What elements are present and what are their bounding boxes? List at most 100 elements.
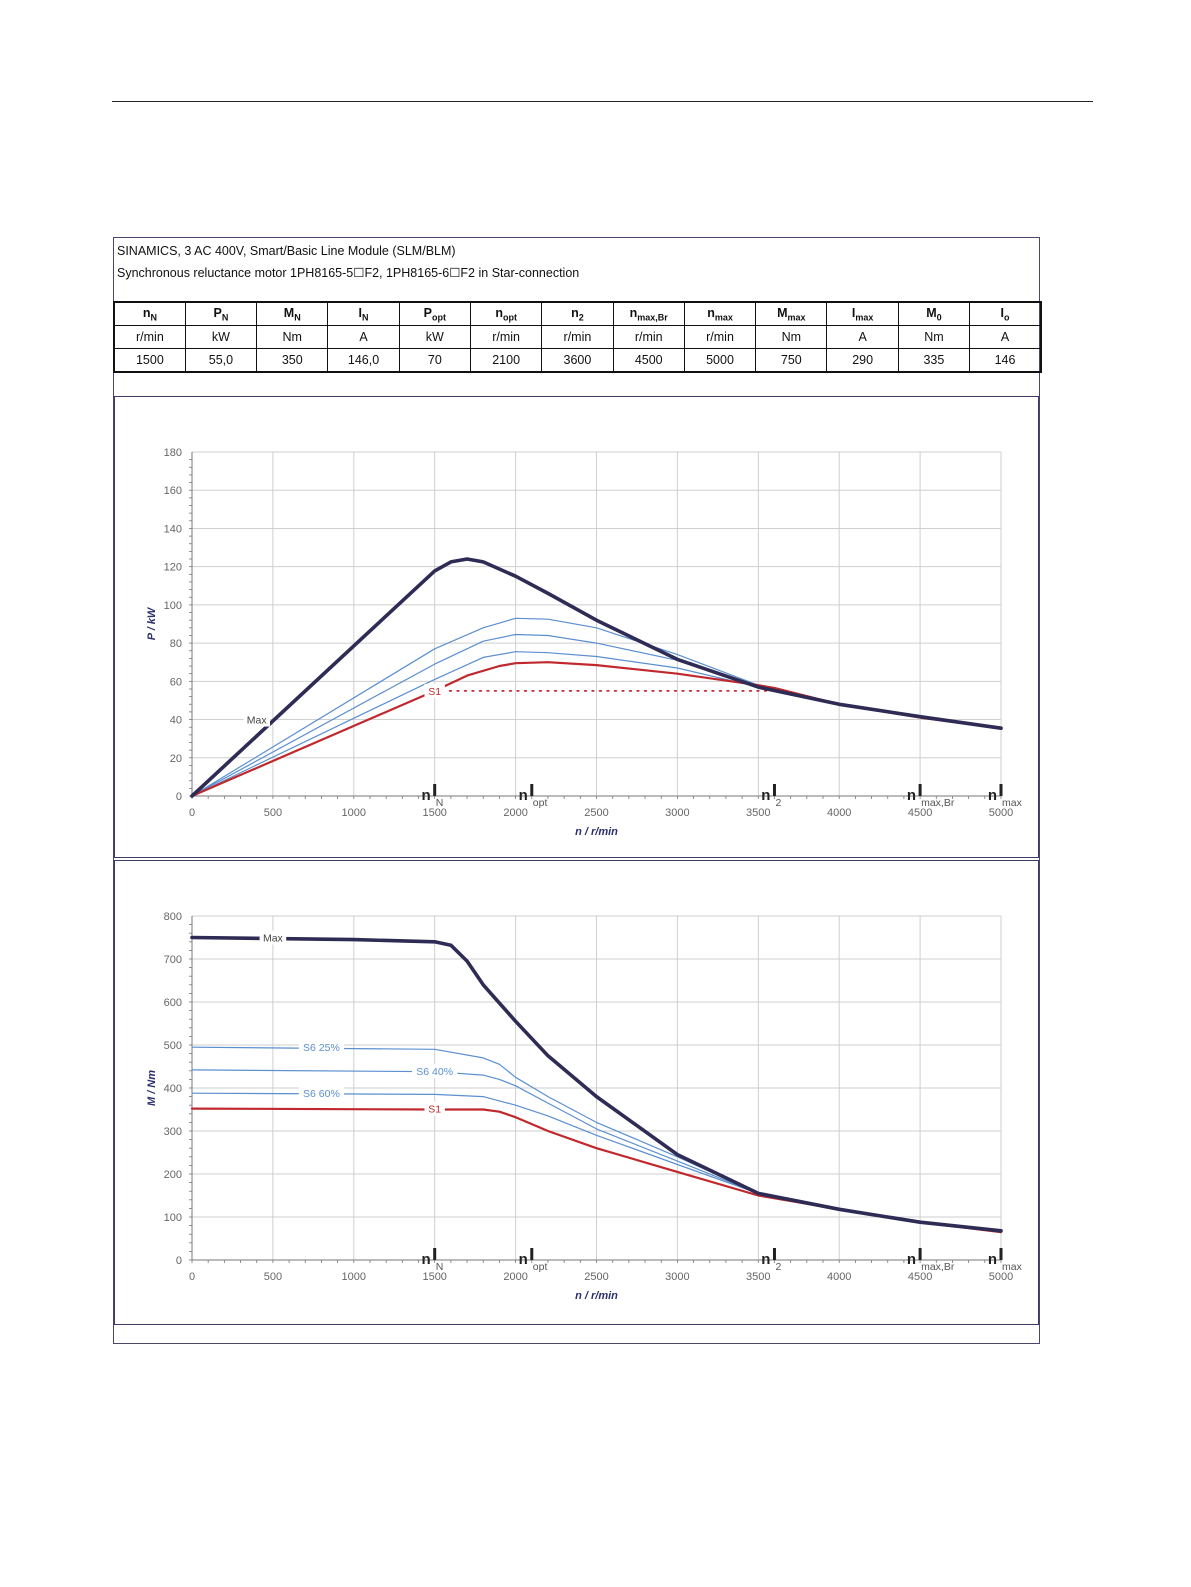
speed-marker-subscript: 2	[775, 797, 781, 809]
x-tick-label: 2000	[503, 1271, 527, 1283]
x-axis-title: n / r/min	[575, 826, 618, 838]
table-unit-cell: kW	[184, 325, 258, 349]
speed-marker-subscript: N	[436, 797, 444, 809]
table-unit-cell: A	[826, 325, 899, 349]
series-label: S1	[428, 1104, 441, 1116]
table-value-cell: 5000	[683, 348, 757, 373]
x-tick-label: 0	[189, 807, 195, 819]
x-tick-label: 3000	[665, 1271, 689, 1283]
x-tick-label: 5000	[989, 1271, 1013, 1283]
x-tick-label: 4000	[827, 1271, 851, 1283]
table-value-cell: 4500	[612, 348, 685, 373]
x-tick-label: 5000	[989, 807, 1013, 819]
table-value-cell: 335	[897, 348, 971, 373]
table-unit-cell: r/min	[612, 325, 685, 349]
y-tick-label: 180	[164, 447, 182, 459]
speed-marker-subscript: max,Br	[921, 1261, 955, 1273]
speed-marker-symbol: n	[988, 787, 997, 804]
series-label-bg	[298, 1040, 345, 1055]
series-label-bg	[412, 1063, 458, 1078]
table-symbol-cell: M0	[897, 301, 971, 326]
torque-chart: 0 100 200 300 400 500 600 700 800 0 500 1000 1500 200…	[146, 911, 1023, 1302]
header-subtitle: Synchronous reluctance motor 1PH8165-5☐F…	[117, 266, 580, 280]
table-unit-cell: kW	[398, 325, 471, 349]
speed-marker-symbol: n	[422, 787, 431, 804]
header-title: SINAMICS, 3 AC 400V, Smart/Basic Line Mo…	[117, 244, 456, 258]
series-label: Max	[247, 715, 268, 727]
table-symbol-cell: nmax	[683, 301, 757, 326]
y-tick-label: 400	[164, 1083, 182, 1095]
table-value-cell: 55,0	[184, 348, 258, 373]
table-value-cell: 146	[969, 348, 1043, 373]
table-symbol-cell: Popt	[398, 301, 471, 326]
x-tick-label: 1500	[422, 807, 446, 819]
speed-marker-symbol: n	[761, 787, 770, 804]
y-axis-title: M / Nm	[146, 1070, 158, 1106]
table-value-cell: 2100	[469, 348, 543, 373]
series-label-bg	[243, 712, 271, 727]
x-tick-label: 4500	[908, 807, 932, 819]
speed-marker-subscript: max	[1002, 797, 1023, 809]
x-tick-label: 2500	[584, 807, 608, 819]
speed-marker	[999, 784, 1003, 796]
speed-marker-symbol: n	[988, 1251, 997, 1268]
speed-marker-symbol: n	[907, 1251, 916, 1268]
y-tick-label: 140	[164, 523, 182, 535]
table-value-cell: 70	[398, 348, 471, 373]
y-tick-label: 120	[164, 562, 182, 574]
y-tick-label: 40	[170, 715, 182, 727]
table-unit-cell: Nm	[897, 325, 971, 349]
y-tick-label: 700	[164, 954, 182, 966]
x-tick-label: 1500	[422, 1271, 446, 1283]
x-tick-label: 4000	[827, 807, 851, 819]
x-tick-label: 2000	[503, 807, 527, 819]
speed-marker-subscript: opt	[533, 797, 548, 809]
table-symbol-cell: IN	[327, 301, 400, 326]
y-tick-label: 100	[164, 600, 182, 612]
table-unit-cell: r/min	[683, 325, 757, 349]
x-tick-label: 1000	[342, 807, 366, 819]
series-line-max	[190, 557, 1003, 798]
series-label-bg	[298, 1086, 345, 1101]
table-unit-cell: r/min	[112, 325, 186, 349]
y-tick-label: 200	[164, 1169, 182, 1181]
x-tick-label: 3500	[746, 1271, 770, 1283]
speed-marker	[918, 1248, 922, 1260]
x-tick-label: 500	[264, 1271, 282, 1283]
table-value-cell: 750	[755, 348, 828, 373]
x-tick-label: 4500	[908, 1271, 932, 1283]
table-symbol-cell: n2	[541, 301, 614, 326]
speed-marker-subscript: opt	[533, 1261, 548, 1273]
table-unit-cell: Nm	[256, 325, 329, 349]
y-tick-label: 160	[164, 485, 182, 497]
y-axis-title: P / kW	[146, 606, 158, 640]
top-rule	[112, 101, 1093, 102]
series-label: S6 40%	[416, 1066, 453, 1078]
table-symbol-cell: PN	[184, 301, 258, 326]
series-label: S6 60%	[303, 1088, 340, 1100]
table-symbol-cell: MN	[256, 301, 329, 326]
table-symbol-cell: nmax,Br	[612, 301, 685, 326]
table-value-row: 1500 55,0 350 146,0 70 2100 3600 4500 5000 750 290…	[112, 348, 1043, 373]
rating-table: nN PN MN IN Popt nopt n2 nmax,Br nmax Mmax Imax M0 I…	[112, 301, 1043, 373]
speed-marker	[772, 784, 776, 796]
y-tick-label: 800	[164, 911, 182, 923]
x-tick-label: 3500	[746, 807, 770, 819]
x-tick-label: 0	[189, 1271, 195, 1283]
table-symbol-cell: nopt	[469, 301, 543, 326]
table-value-cell: 146,0	[327, 348, 400, 373]
speed-marker-symbol: n	[761, 1251, 770, 1268]
y-tick-label: 60	[170, 676, 182, 688]
y-tick-label: 100	[164, 1212, 182, 1224]
series-label-bg	[259, 930, 287, 945]
x-tick-label: 1000	[342, 1271, 366, 1283]
speed-marker-subscript: max	[1002, 1261, 1023, 1273]
speed-marker	[433, 784, 437, 796]
speed-marker	[530, 784, 534, 796]
table-value-cell: 350	[256, 348, 329, 373]
table-unit-cell: r/min	[541, 325, 614, 349]
speed-marker	[772, 1248, 776, 1260]
y-tick-label: 300	[164, 1126, 182, 1138]
speed-marker-symbol: n	[519, 1251, 528, 1268]
speed-marker	[433, 1248, 437, 1260]
